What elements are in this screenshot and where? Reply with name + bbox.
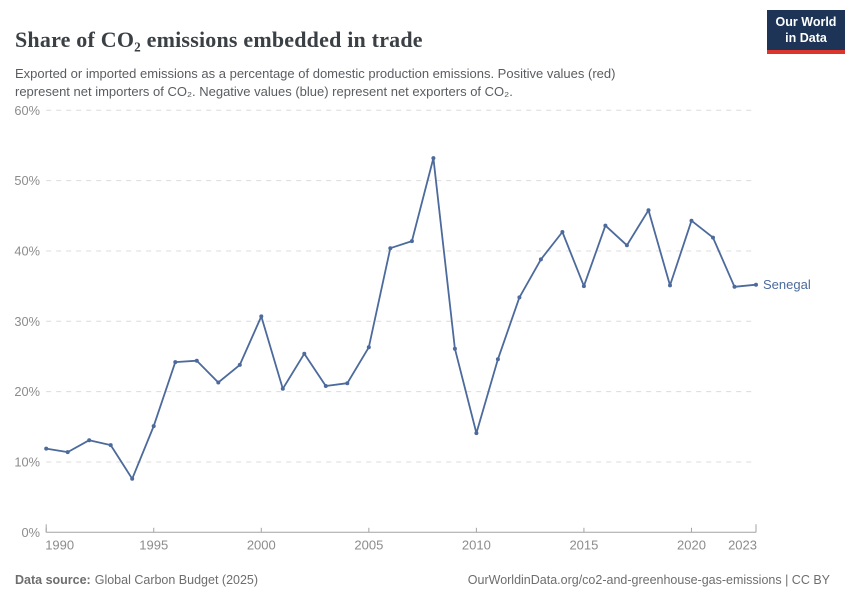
y-axis-tick-label: 30% — [14, 314, 40, 329]
data-point[interactable] — [216, 380, 221, 385]
x-axis-tick-label: 2020 — [677, 537, 706, 552]
x-axis-tick-label: 1995 — [139, 537, 168, 552]
x-axis-tick-label: 2023 — [728, 537, 757, 552]
data-point[interactable] — [538, 257, 543, 262]
data-point[interactable] — [646, 208, 651, 213]
data-point[interactable] — [237, 362, 242, 367]
data-point[interactable] — [431, 156, 436, 161]
x-axis-tick-label: 2000 — [247, 537, 276, 552]
chart-subtitle: Exported or imported emissions as a perc… — [15, 66, 616, 99]
data-point[interactable] — [560, 230, 565, 234]
data-point[interactable] — [108, 443, 113, 448]
x-axis-tick-label: 2010 — [462, 537, 491, 552]
data-point[interactable] — [302, 351, 307, 356]
data-point[interactable] — [173, 360, 178, 365]
data-point[interactable] — [754, 282, 758, 287]
data-point[interactable] — [388, 246, 393, 251]
data-point[interactable] — [65, 450, 70, 455]
data-point[interactable] — [452, 346, 457, 351]
y-axis-tick-label: 50% — [14, 173, 40, 188]
data-point[interactable] — [624, 243, 629, 248]
data-point[interactable] — [603, 223, 608, 228]
data-point[interactable] — [732, 284, 737, 289]
x-axis-tick-label: 2005 — [354, 537, 383, 552]
owid-logo-line2: in Data — [785, 30, 827, 45]
data-point[interactable] — [345, 381, 350, 386]
data-point[interactable] — [87, 438, 92, 443]
x-axis-tick-label: 1990 — [45, 537, 74, 552]
data-point[interactable] — [495, 357, 500, 362]
data-point[interactable] — [151, 424, 156, 429]
chart-title: Share of CO₂ emissions embedded in trade — [15, 26, 423, 52]
data-point[interactable] — [689, 218, 694, 223]
data-point[interactable] — [409, 239, 414, 244]
data-point[interactable] — [323, 384, 328, 388]
data-point[interactable] — [130, 476, 135, 481]
data-point[interactable] — [366, 345, 371, 350]
data-source-value: Global Carbon Budget (2025) — [94, 573, 259, 587]
data-point[interactable] — [44, 446, 49, 451]
y-axis-tick-label: 10% — [14, 454, 40, 469]
data-point[interactable] — [259, 314, 264, 319]
chart-footer: Data source: Global Carbon Budget (2025) … — [15, 573, 830, 587]
license-url: OurWorldinData.org/co2-and-greenhouse-ga… — [467, 573, 830, 587]
data-point[interactable] — [280, 386, 285, 391]
data-point[interactable] — [581, 284, 586, 289]
data-point[interactable] — [711, 235, 715, 240]
data-point[interactable] — [517, 295, 522, 300]
data-point[interactable] — [474, 431, 479, 436]
y-axis-tick-label: 0% — [22, 525, 41, 540]
y-axis-tick-label: 20% — [14, 384, 40, 399]
series-label[interactable]: Senegal — [763, 277, 811, 292]
data-point[interactable] — [194, 358, 199, 363]
owid-logo: Our World in Data — [767, 10, 845, 55]
data-point[interactable] — [668, 283, 672, 288]
data-source: Data source: Global Carbon Budget (2025) — [15, 573, 258, 587]
y-axis-tick-label: 40% — [14, 243, 40, 258]
trend-line[interactable] — [45, 157, 757, 480]
data-source-label: Data source: — [15, 573, 91, 587]
y-axis-tick-label: 60% — [14, 103, 40, 118]
owid-logo-line1: Our World — [775, 15, 837, 29]
x-axis-tick-label: 2015 — [569, 537, 598, 552]
